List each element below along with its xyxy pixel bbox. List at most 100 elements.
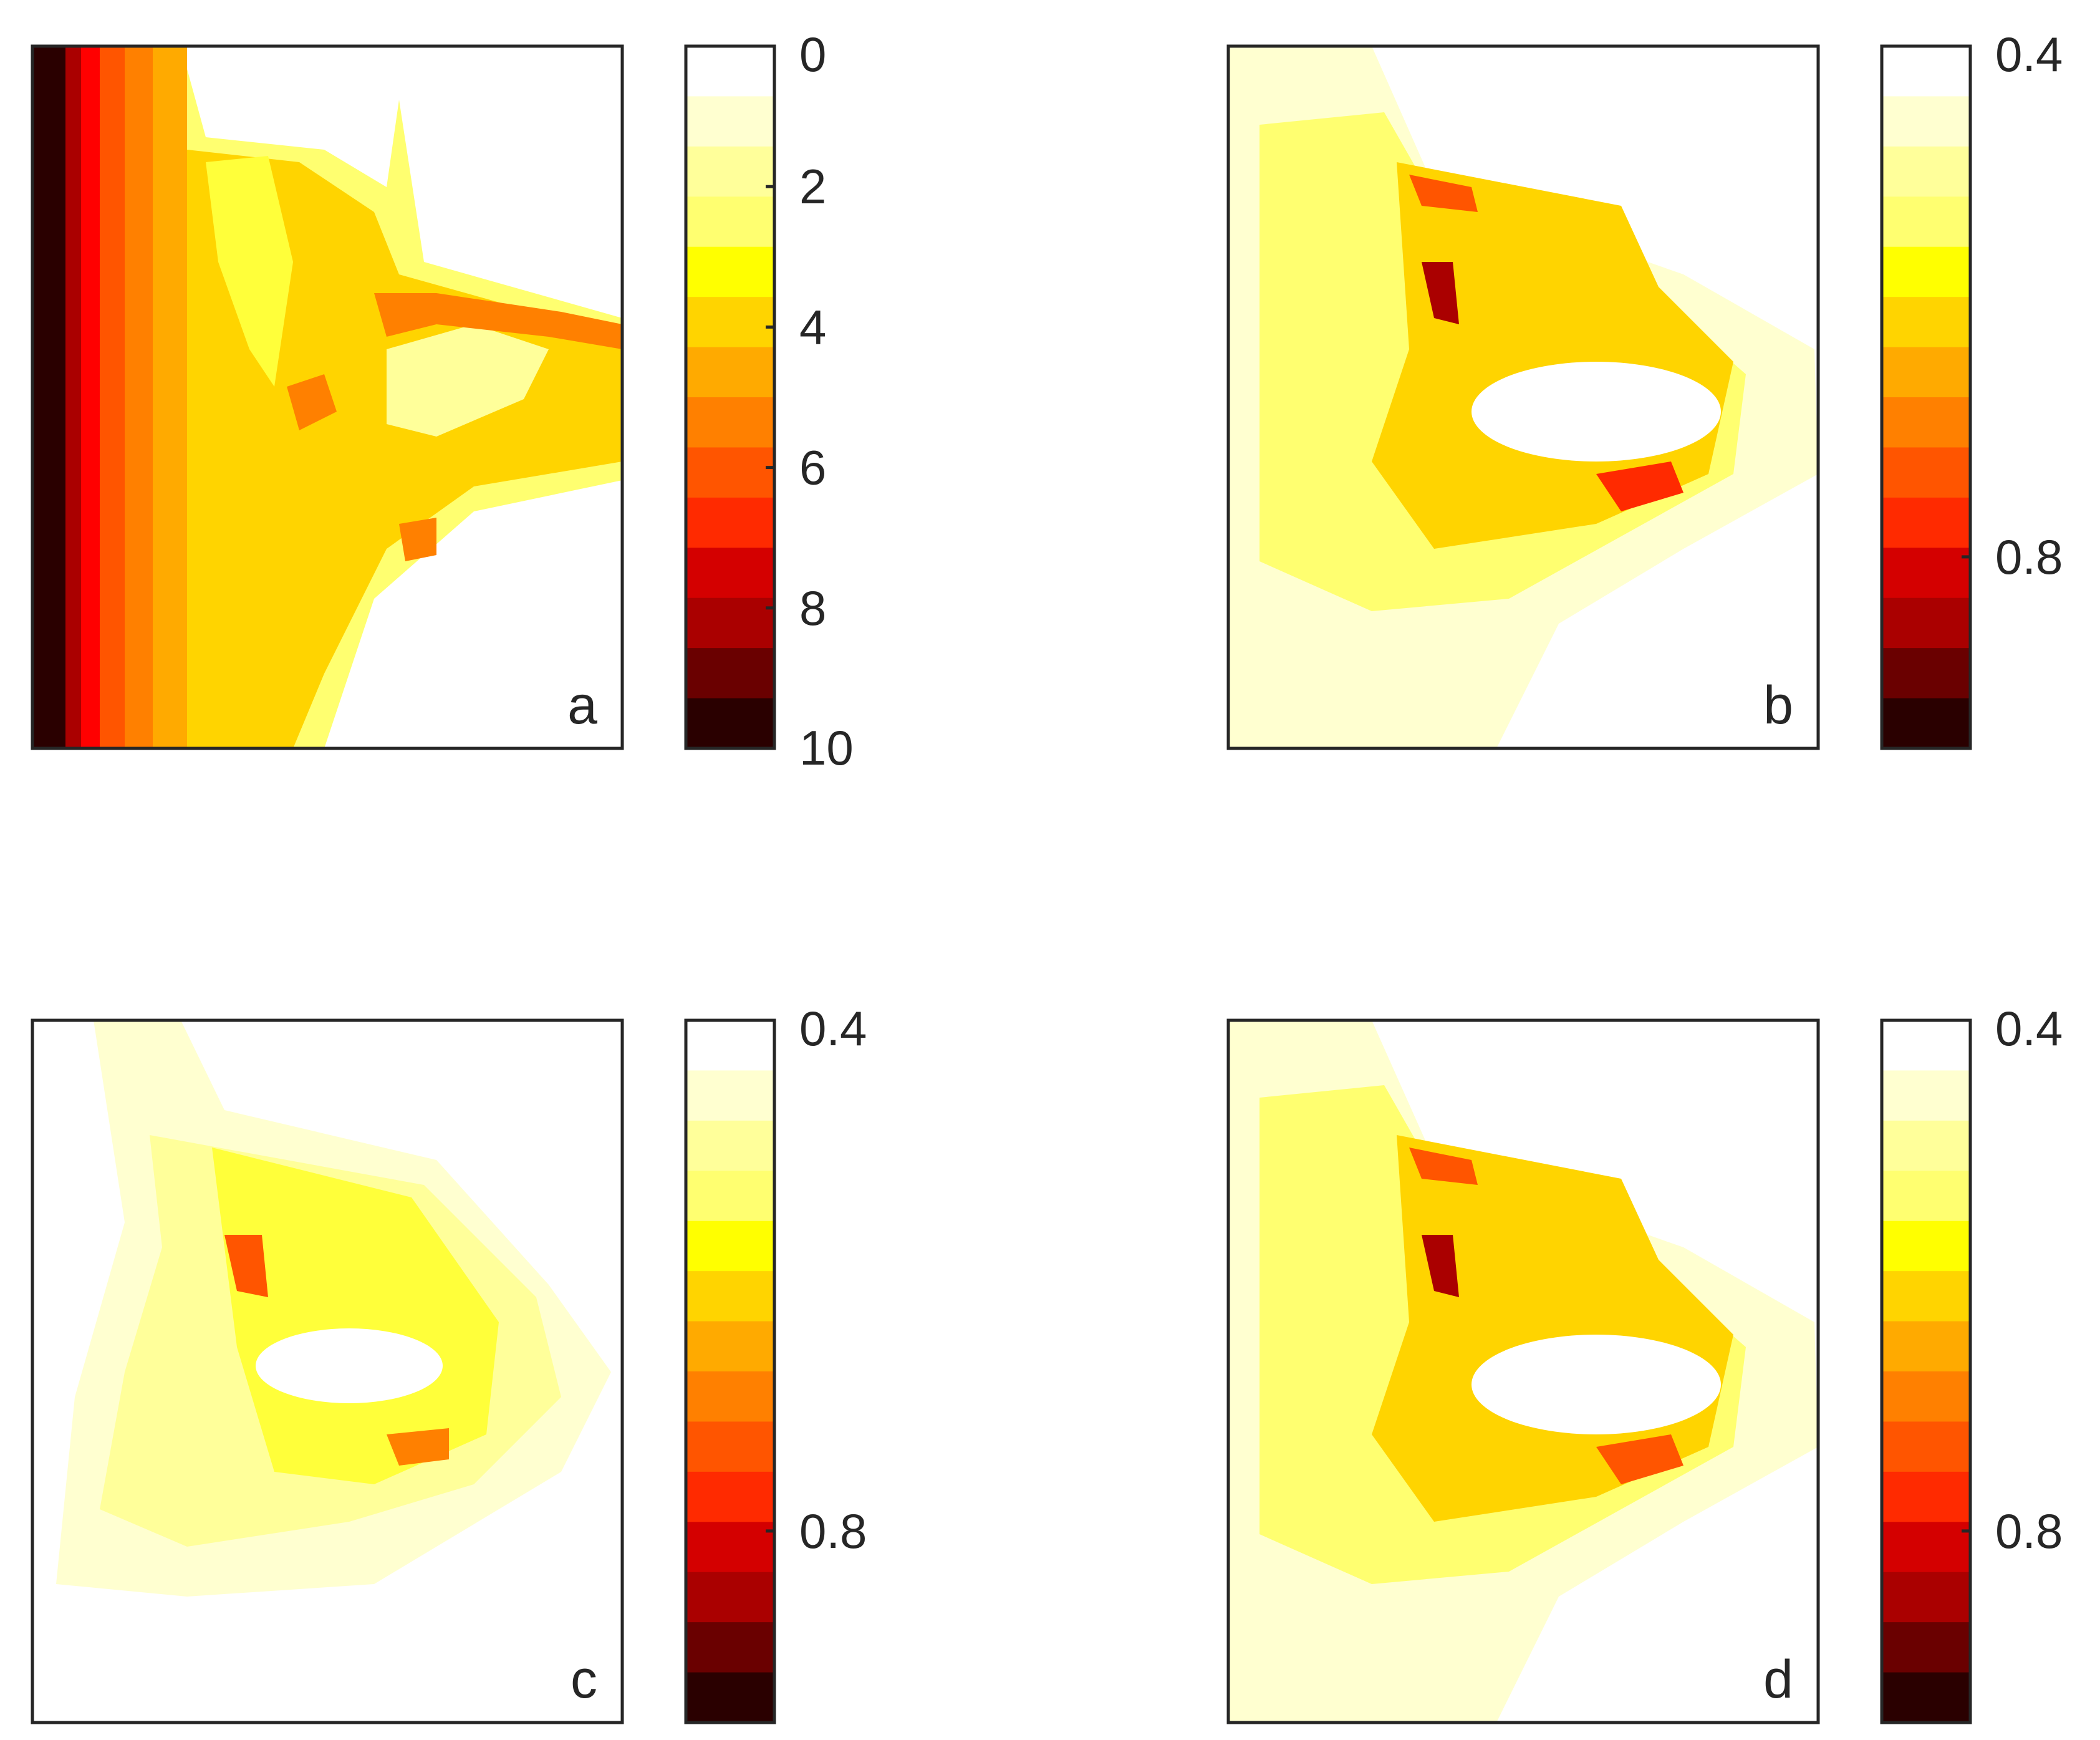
colorbar-c-segment bbox=[686, 1622, 774, 1673]
heatmap-a-left-band-1 bbox=[153, 46, 187, 748]
heatmap-b-ring-dark-2 bbox=[1422, 262, 1459, 324]
heatmap-b-ring-dark-1 bbox=[1409, 175, 1478, 212]
panel-b-label: b bbox=[1763, 675, 1793, 735]
heatmap-a-band-light bbox=[206, 156, 293, 387]
panel-c: c 0.4 0.8 bbox=[31, 1001, 867, 1724]
colorbar-a-segment bbox=[686, 447, 774, 498]
colorbar-b-segment bbox=[1882, 497, 1970, 549]
colorbar-a-tick-label: 8 bbox=[799, 581, 826, 636]
colorbar-c-frame bbox=[684, 1018, 776, 1724]
colorbar-b-segment bbox=[1882, 648, 1970, 699]
colorbar-a-segment bbox=[686, 246, 774, 297]
colorbar-b-segment bbox=[1882, 297, 1970, 348]
heatmap-c-dark-1 bbox=[224, 1235, 268, 1297]
colorbar-b-segment bbox=[1882, 96, 1970, 147]
heatmap-a-left-band-3 bbox=[100, 46, 125, 748]
panel-a-frame bbox=[31, 44, 624, 750]
colorbar-d-segment bbox=[1882, 1171, 1970, 1222]
panel-a-label: a bbox=[567, 675, 597, 735]
panel-b-frame bbox=[1226, 44, 1820, 750]
colorbar-a-tick-label: 2 bbox=[799, 159, 826, 214]
colorbar-a-segment bbox=[686, 698, 774, 749]
panel-d-frame bbox=[1226, 1018, 1820, 1724]
heatmap-c-dark-2 bbox=[387, 1428, 449, 1466]
colorbar-c-tick-label: 0.4 bbox=[799, 1001, 867, 1056]
colorbar-d-segment bbox=[1882, 1220, 1970, 1272]
heatmap-c bbox=[56, 1020, 611, 1597]
heatmap-d bbox=[1228, 1020, 1818, 1723]
colorbar-a-segment bbox=[686, 297, 774, 348]
colorbar-b-segment bbox=[1882, 597, 1970, 649]
panel-b: b 0.4 0.8 bbox=[1226, 27, 2063, 750]
colorbar-a-segment bbox=[686, 597, 774, 649]
heatmap-c-hole bbox=[256, 1328, 443, 1403]
colorbar-d-segment bbox=[1882, 1321, 1970, 1372]
heatmap-b-hole bbox=[1471, 362, 1721, 462]
heatmap-d-hole bbox=[1471, 1335, 1721, 1434]
heatmap-a-left-band-5 bbox=[65, 46, 81, 748]
colorbar-a-segment bbox=[686, 497, 774, 549]
heatmap-a-ridge bbox=[374, 293, 622, 349]
colorbar-c-segment bbox=[686, 1271, 774, 1322]
colorbar-a-tick-label: 10 bbox=[799, 720, 854, 775]
colorbar-d-segment bbox=[1882, 1070, 1970, 1121]
colorbar-c bbox=[686, 1020, 774, 1723]
colorbar-d-segment bbox=[1882, 1471, 1970, 1523]
colorbar-b-segment bbox=[1882, 447, 1970, 498]
colorbar-b-segment bbox=[1882, 698, 1970, 749]
colorbar-d-segment bbox=[1882, 1572, 1970, 1623]
colorbar-a bbox=[686, 46, 774, 749]
colorbar-d-segment bbox=[1882, 1622, 1970, 1673]
colorbar-a-segment bbox=[686, 146, 774, 198]
heatmap-d-ring-dark-3 bbox=[1596, 1434, 1683, 1484]
colorbar-c-segment bbox=[686, 1220, 774, 1272]
colorbar-b-segment bbox=[1882, 347, 1970, 398]
colorbar-a-segment bbox=[686, 196, 774, 248]
colorbar-c-segment bbox=[686, 1120, 774, 1172]
heatmap-a-left-band-2 bbox=[125, 46, 153, 748]
colorbar-b-segment bbox=[1882, 146, 1970, 198]
heatmap-a-spot-1 bbox=[287, 374, 337, 430]
colorbar-d-segment bbox=[1882, 1421, 1970, 1472]
colorbar-d-ticks: 0.4 0.8 bbox=[1962, 1001, 2063, 1559]
colorbar-b-segment bbox=[1882, 196, 1970, 248]
colorbar-b-segment bbox=[1882, 548, 1970, 599]
heatmap-c-inner bbox=[212, 1148, 499, 1484]
colorbar-d-tick-label: 0.4 bbox=[1995, 1001, 2063, 1056]
colorbar-c-segment bbox=[686, 1070, 774, 1121]
colorbar-b bbox=[1882, 46, 1970, 749]
colorbar-c-segment bbox=[686, 1421, 774, 1472]
colorbar-c-segment bbox=[686, 1672, 774, 1723]
panel-d-label: d bbox=[1763, 1650, 1793, 1709]
colorbar-d-segment bbox=[1882, 1522, 1970, 1573]
heatmap-a-left-band-4 bbox=[81, 46, 100, 748]
colorbar-d-segment bbox=[1882, 1120, 1970, 1172]
colorbar-a-segment bbox=[686, 347, 774, 398]
heatmap-a-band-arm bbox=[387, 324, 549, 437]
colorbar-c-segment bbox=[686, 1572, 774, 1623]
colorbar-a-segment bbox=[686, 96, 774, 147]
colorbar-b-segment bbox=[1882, 46, 1970, 97]
colorbar-a-segment bbox=[686, 46, 774, 97]
colorbar-b-tick-label: 0.4 bbox=[1995, 27, 2063, 82]
colorbar-c-tick-label: 0.8 bbox=[799, 1504, 867, 1559]
colorbar-d-segment bbox=[1882, 1020, 1970, 1071]
colorbar-c-segment bbox=[686, 1321, 774, 1372]
colorbar-a-tick-label: 4 bbox=[799, 299, 826, 354]
colorbar-d-frame bbox=[1880, 1018, 1972, 1724]
heatmap-d-ring-dark-1 bbox=[1409, 1148, 1478, 1185]
heatmap-a-spot-2 bbox=[399, 518, 436, 561]
colorbar-c-segment bbox=[686, 1020, 774, 1071]
colorbar-c-segment bbox=[686, 1471, 774, 1523]
colorbar-d-tick-label: 0.8 bbox=[1995, 1504, 2063, 1559]
colorbar-d-segment bbox=[1882, 1271, 1970, 1322]
colorbar-a-segment bbox=[686, 548, 774, 599]
colorbar-d bbox=[1882, 1020, 1970, 1723]
heatmap-d-ring-dark-2 bbox=[1422, 1235, 1459, 1297]
panel-a: a 0 2 4 6 8 10 bbox=[31, 27, 854, 775]
colorbar-a-segment bbox=[686, 648, 774, 699]
colorbar-c-segment bbox=[686, 1522, 774, 1573]
panel-c-label: c bbox=[571, 1650, 597, 1709]
colorbar-c-segment bbox=[686, 1371, 774, 1423]
